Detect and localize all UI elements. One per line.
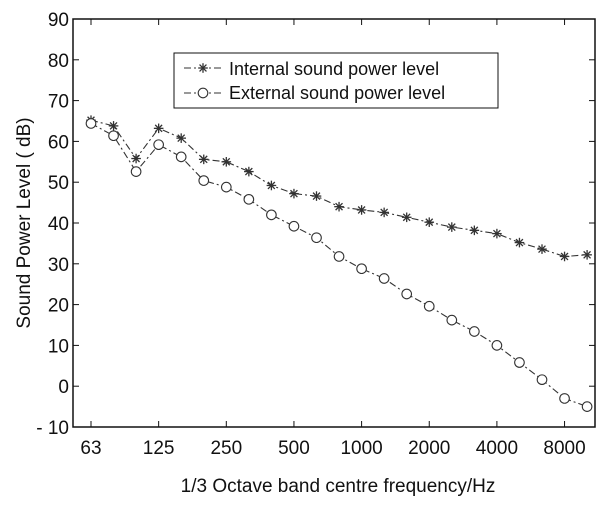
data-point bbox=[514, 237, 525, 248]
data-point bbox=[514, 357, 525, 368]
data-point bbox=[559, 251, 570, 262]
data-point bbox=[198, 154, 209, 165]
data-point bbox=[559, 393, 570, 404]
x-tick-label: 1000 bbox=[340, 438, 382, 459]
x-tick-label: 63 bbox=[80, 438, 101, 459]
legend-sample-internal bbox=[184, 63, 222, 73]
data-point bbox=[311, 191, 322, 201]
data-point bbox=[311, 232, 322, 244]
data-point bbox=[131, 153, 141, 164]
legend-label-internal: Internal sound power level bbox=[229, 59, 439, 79]
data-point bbox=[130, 166, 142, 177]
y-tick-label: 90 bbox=[48, 10, 69, 31]
y-tick-label: 30 bbox=[48, 255, 69, 276]
data-point bbox=[491, 340, 503, 351]
data-point bbox=[582, 250, 592, 260]
x-tick-label: 8000 bbox=[543, 438, 585, 459]
data-point bbox=[447, 222, 457, 232]
data-point bbox=[334, 201, 344, 212]
y-tick-label: 80 bbox=[48, 51, 69, 72]
y-tick-label: 60 bbox=[48, 132, 69, 153]
data-point bbox=[108, 121, 119, 131]
data-point bbox=[153, 123, 164, 134]
y-tick-label: 40 bbox=[48, 214, 69, 235]
series-line bbox=[90, 119, 588, 258]
x-tick-label: 4000 bbox=[476, 438, 518, 459]
data-point bbox=[198, 175, 210, 186]
data-point bbox=[289, 188, 299, 199]
x-tick-label: 125 bbox=[143, 438, 175, 459]
legend-label-external: External sound power level bbox=[229, 83, 445, 103]
data-point bbox=[108, 130, 119, 142]
x-tick-label: 250 bbox=[210, 438, 242, 459]
data-point bbox=[356, 205, 367, 215]
data-point bbox=[288, 220, 300, 232]
data-point bbox=[175, 151, 187, 163]
data-point bbox=[378, 273, 390, 284]
data-point bbox=[85, 118, 97, 129]
y-tick-label: 10 bbox=[48, 336, 69, 357]
legend-sample-external bbox=[184, 87, 222, 99]
data-point bbox=[424, 217, 435, 227]
legend-box bbox=[173, 52, 499, 109]
series-0 bbox=[86, 115, 592, 262]
x-tick-label: 2000 bbox=[408, 438, 450, 459]
data-point bbox=[537, 244, 547, 254]
y-tick-label: - 10 bbox=[36, 418, 69, 439]
data-point bbox=[379, 207, 389, 218]
y-axis-label: Sound Power Level ( dB) bbox=[14, 117, 35, 328]
legend: Internal sound power level External soun… bbox=[173, 52, 499, 109]
data-point bbox=[266, 180, 277, 191]
y-tick-label: 0 bbox=[58, 377, 69, 398]
data-point bbox=[333, 251, 345, 262]
y-tick-label: 70 bbox=[48, 92, 69, 113]
x-axis-ticks: 63 125 250 500 1000 2000 4000 8000 bbox=[80, 19, 586, 459]
legend-marker bbox=[198, 63, 208, 73]
data-point bbox=[423, 300, 435, 312]
data-point bbox=[469, 225, 480, 236]
y-axis-ticks: 90 80 70 60 50 40 30 20 10 0 - 10 bbox=[36, 10, 595, 439]
data-point bbox=[401, 212, 412, 223]
series-1 bbox=[85, 118, 593, 412]
data-point bbox=[244, 166, 254, 177]
data-point bbox=[469, 326, 480, 337]
data-point bbox=[492, 228, 502, 239]
data-point bbox=[243, 193, 255, 205]
x-tick-label: 500 bbox=[278, 438, 310, 459]
series-layer bbox=[85, 115, 593, 412]
y-tick-label: 50 bbox=[48, 173, 69, 194]
data-point bbox=[356, 263, 367, 275]
data-point bbox=[581, 401, 593, 412]
series-line bbox=[90, 122, 588, 408]
data-point bbox=[221, 157, 232, 167]
data-point bbox=[220, 181, 232, 193]
legend-marker bbox=[197, 87, 209, 99]
data-point bbox=[176, 133, 186, 143]
data-point bbox=[401, 288, 413, 300]
data-point bbox=[153, 139, 164, 151]
x-axis-label: 1/3 Octave band centre frequency/Hz bbox=[181, 476, 496, 497]
data-point bbox=[266, 209, 277, 221]
data-point bbox=[536, 374, 548, 386]
y-tick-label: 20 bbox=[48, 296, 69, 317]
data-point bbox=[446, 314, 458, 326]
